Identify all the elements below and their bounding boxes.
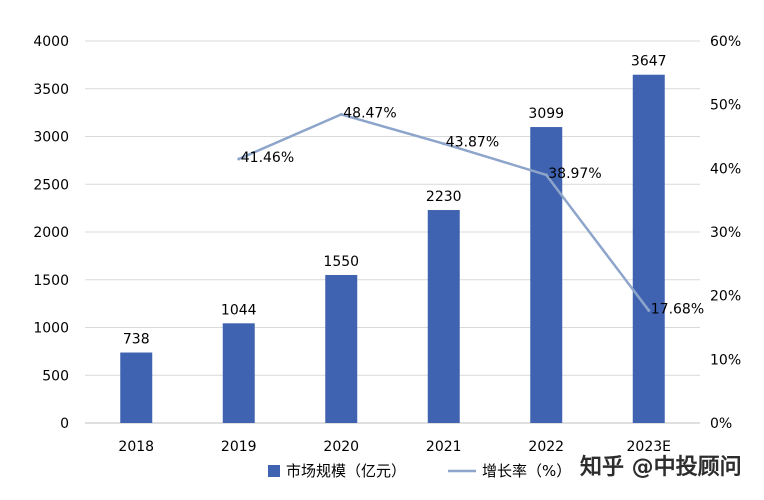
left-tick-label: 0	[60, 416, 69, 432]
line-value-label: 17.68%	[651, 301, 704, 317]
legend: 市场规模（亿元） 增长率（%）	[268, 462, 571, 480]
left-tick-label: 3500	[33, 82, 69, 98]
line-series	[237, 112, 651, 312]
line-value-label: 38.97%	[548, 166, 601, 182]
right-tick-label: 30%	[710, 225, 741, 241]
x-tick-label: 2018	[118, 439, 154, 455]
left-tick-label: 3000	[33, 130, 69, 146]
bar	[632, 74, 665, 424]
left-tick-label: 2500	[33, 177, 69, 193]
x-tick-label: 2020	[323, 439, 359, 455]
axis-ticks: 0 500 1000 1500 2000 2500 3000 3500 4000 0% 10% 20%…	[33, 34, 741, 455]
left-tick-label: 2000	[33, 225, 69, 241]
x-tick-label: 2021	[426, 439, 462, 455]
line-value-label: 41.46%	[241, 150, 294, 166]
bar-value-label: 738	[123, 332, 150, 348]
watermark-text: 知乎 @中投顾问	[580, 454, 742, 480]
line-value-label: 48.47%	[343, 105, 396, 121]
line-point	[237, 157, 241, 161]
x-tick-label: 2022	[528, 439, 564, 455]
bar	[222, 323, 255, 423]
right-tick-label: 10%	[710, 352, 741, 368]
right-tick-label: 0%	[710, 416, 732, 432]
left-tick-label: 500	[42, 368, 69, 384]
bar-series	[120, 74, 665, 424]
left-tick-label: 1500	[33, 273, 69, 289]
left-tick-label: 1000	[33, 321, 69, 337]
data-labels: 738 1044 1550 2230 3099 3647 41.46% 48.47% 43.87…	[123, 54, 704, 348]
bar-value-label: 3099	[528, 106, 564, 122]
legend-bar-swatch	[268, 465, 280, 477]
right-tick-label: 20%	[710, 289, 741, 305]
line-point	[339, 112, 343, 116]
legend-line-label: 增长率（%）	[482, 462, 571, 480]
bar-value-label: 2230	[426, 189, 462, 205]
bar-value-label: 1044	[221, 302, 257, 318]
right-tick-label: 40%	[710, 161, 741, 177]
line-value-label: 43.87%	[446, 135, 499, 151]
bar	[427, 210, 460, 423]
x-tick-label: 2023E	[627, 439, 671, 455]
left-tick-label: 4000	[33, 34, 69, 50]
legend-bar-label: 市场规模（亿元）	[286, 462, 406, 480]
right-tick-label: 60%	[710, 34, 741, 50]
bar	[120, 352, 153, 423]
bar-value-label: 1550	[323, 254, 359, 270]
bar	[325, 274, 358, 423]
line-point	[647, 308, 651, 312]
bar-value-label: 3647	[631, 54, 667, 70]
gridlines	[85, 40, 700, 424]
right-tick-label: 50%	[710, 98, 741, 114]
line-point	[544, 173, 548, 177]
x-tick-label: 2019	[221, 439, 257, 455]
line-point	[442, 142, 446, 146]
